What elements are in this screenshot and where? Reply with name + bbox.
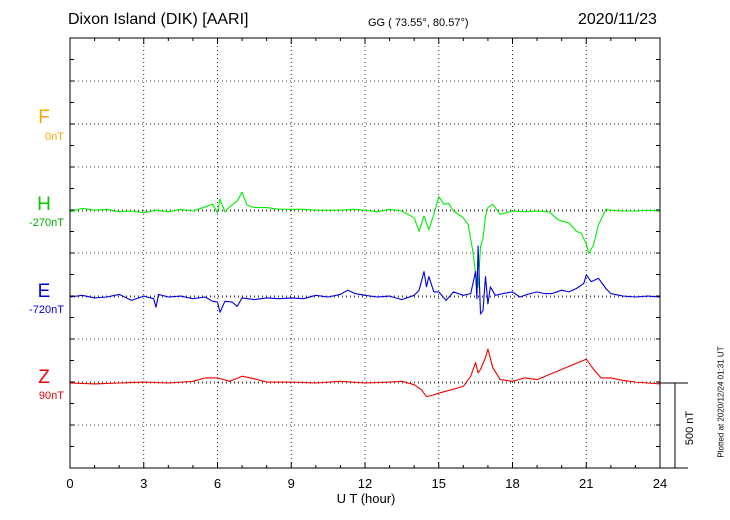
x-tick-label: 15 [431,476,446,491]
channel-baseline-h: -270nT [29,217,64,229]
x-tick-label: 6 [213,476,222,491]
series-line-h [69,191,661,289]
channel-baseline-f: 0nT [45,131,64,143]
x-tick-label: 0 [66,476,74,491]
scale-bar [660,382,688,469]
series-traces [69,191,661,398]
x-axis-label: U T (hour) [336,491,396,506]
series-line-z [69,348,661,398]
series-line-e [69,245,661,315]
channel-name-f: F [38,107,50,128]
x-tick-label: 3 [140,476,148,491]
x-tick-label: 18 [505,476,520,491]
channel-baseline-z: 90nT [38,390,64,402]
date-label: 2020/11/23 [578,11,657,28]
channel-name-h: H [37,194,51,215]
grid-lines [70,38,660,468]
channel-name-e: E [37,281,51,302]
axis-ticks [69,38,661,468]
plotted-timestamp: Plotted at 2020/12/24 01:31 UT [716,346,726,458]
x-tick-label: 9 [287,476,295,491]
channel-baseline-e: -720nT [29,304,64,316]
x-tick-label: 12 [357,476,373,491]
scale-bar-label: 500 nT [684,410,696,446]
x-tick-label: 21 [579,476,594,491]
station-title: Dixon Island (DIK) [AARI] [68,11,249,28]
geo-coordinates: GG ( 73.55°, 80.57°) [368,17,469,29]
channel-name-z: Z [38,367,50,388]
x-tick-label: 24 [652,476,668,491]
